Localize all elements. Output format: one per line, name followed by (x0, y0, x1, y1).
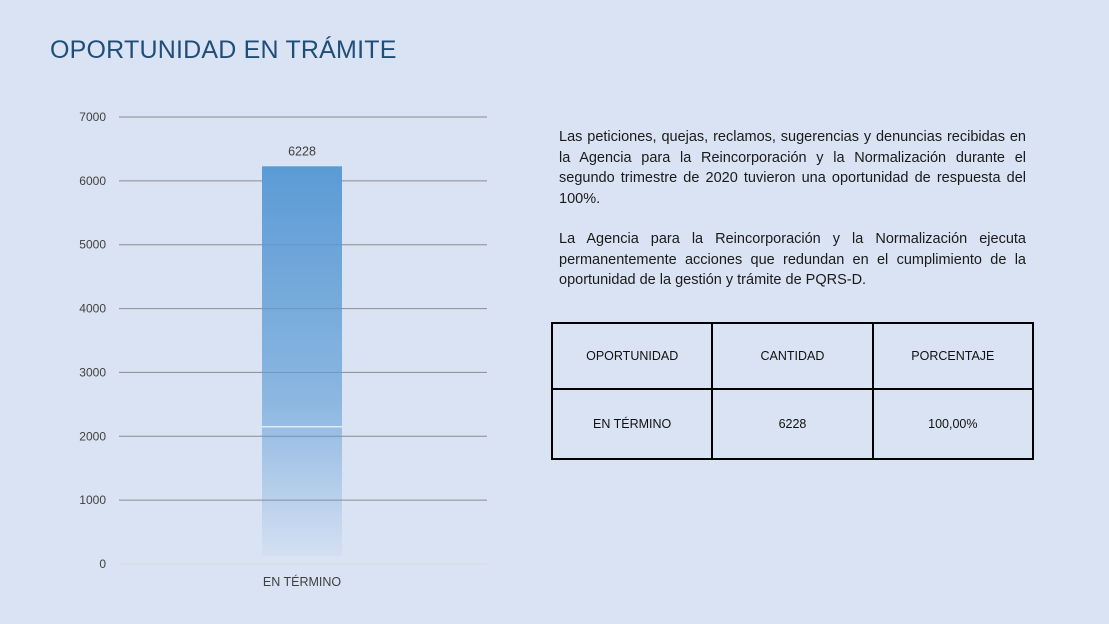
table-header-cell: PORCENTAJE (871, 322, 1035, 390)
y-tick-label: 7000 (79, 110, 106, 124)
table-row: EN TÉRMINO 6228 100,00% (550, 388, 1035, 460)
y-tick-label: 5000 (79, 238, 106, 252)
y-tick-label: 2000 (79, 429, 106, 443)
bar (262, 166, 342, 556)
description-paragraph-1: Las peticiones, quejas, reclamos, sugere… (559, 129, 1026, 207)
y-tick-label: 4000 (79, 302, 106, 316)
y-tick-label: 0 (99, 557, 106, 571)
description-paragraph-2: La Agencia para la Reincorporación y la … (559, 231, 1026, 289)
data-label: 6228 (288, 144, 316, 158)
y-tick-label: 6000 (79, 174, 106, 188)
opportunity-table: OPORTUNIDAD CANTIDAD PORCENTAJE EN TÉRMI… (550, 322, 1035, 460)
table-cell: 100,00% (871, 388, 1035, 460)
table-header-cell: CANTIDAD (711, 322, 874, 390)
table-cell: 6228 (711, 388, 874, 460)
bar-chart: 0 1000 2000 3000 4000 5000 6000 7000 6228 EN TÉRM… (79, 110, 487, 589)
slide-title: OPORTUNIDAD EN TRÁMITE (50, 36, 397, 64)
table-cell: EN TÉRMINO (550, 388, 714, 460)
y-tick-label: 3000 (79, 365, 106, 379)
table-header-row: OPORTUNIDAD CANTIDAD PORCENTAJE (550, 322, 1035, 390)
x-category-label: EN TÉRMINO (263, 574, 342, 589)
y-tick-label: 1000 (79, 493, 106, 507)
table-header-cell: OPORTUNIDAD (550, 322, 714, 390)
